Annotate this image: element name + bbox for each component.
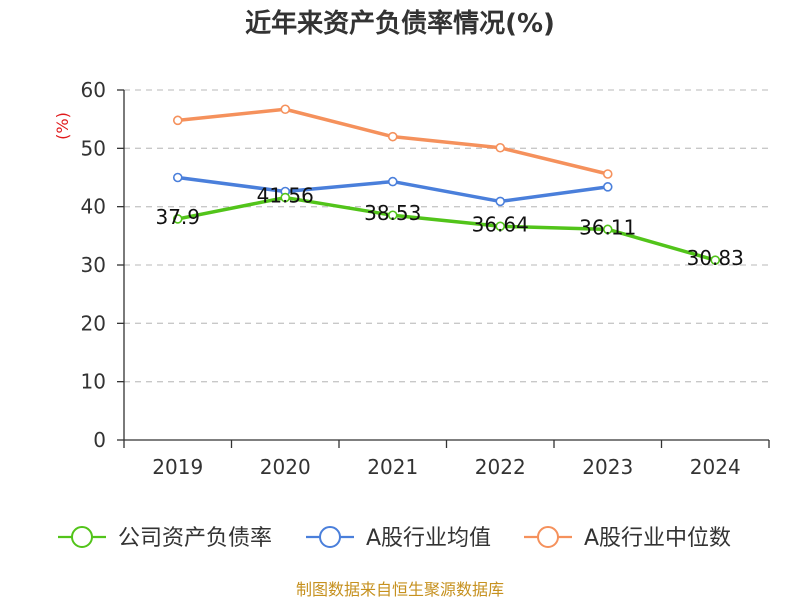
data-label: 38.53 xyxy=(364,201,421,225)
data-point xyxy=(602,224,613,235)
chart-title: 近年来资产负债率情况(%) xyxy=(245,8,555,39)
x-tick-label: 2021 xyxy=(367,455,418,479)
legend-label: A股行业中位数 xyxy=(584,526,731,551)
legend-item-1[interactable]: A股行业均值 xyxy=(306,526,491,551)
y-tick-label: 40 xyxy=(81,195,106,219)
data-label: 41.56 xyxy=(257,184,314,208)
legend-item-0[interactable]: 公司资产负债率 xyxy=(58,526,272,551)
legend-label: A股行业均值 xyxy=(366,526,491,551)
data-point xyxy=(495,142,506,153)
x-tick-label: 2020 xyxy=(260,455,311,479)
legend-marker-icon xyxy=(537,526,559,548)
y-tick-label: 0 xyxy=(93,428,106,452)
y-axis-label: (%) xyxy=(53,112,72,140)
y-tick-label: 30 xyxy=(81,253,106,277)
x-tick-label: 2023 xyxy=(582,455,633,479)
x-tick-label: 2024 xyxy=(690,455,741,479)
y-tick-label: 10 xyxy=(81,370,106,394)
data-label: 30.83 xyxy=(687,246,744,270)
legend-item-2[interactable]: A股行业中位数 xyxy=(524,526,731,551)
legend[interactable]: 公司资产负债率 A股行业均值 A股行业中位数 xyxy=(58,526,731,551)
data-point xyxy=(387,176,398,187)
data-point xyxy=(602,169,613,179)
x-tick-label: 2022 xyxy=(475,455,526,479)
data-label: 36.64 xyxy=(472,212,529,236)
axes: 0 10 20 30 40 50 60 2019 2020 2021 2022 2023 2024 xyxy=(81,78,770,479)
y-tick-label: 60 xyxy=(81,78,106,102)
legend-marker-icon xyxy=(319,526,341,548)
data-point xyxy=(172,214,183,224)
data-point xyxy=(280,104,291,115)
y-tick-label: 50 xyxy=(81,136,106,160)
data-point xyxy=(710,255,721,265)
data-point xyxy=(172,115,183,126)
grid-lines xyxy=(124,89,769,383)
data-point xyxy=(387,131,398,142)
data-label: 37.9 xyxy=(155,205,200,229)
source-note: 制图数据来自恒生聚源数据库 xyxy=(296,580,504,599)
series-line-0 xyxy=(176,195,717,262)
data-point xyxy=(387,210,398,221)
series-line-2 xyxy=(176,107,610,176)
series-lines xyxy=(172,104,721,265)
data-labels: 37.9 41.56 38.53 36.64 36.11 30.83 xyxy=(155,184,743,271)
data-label: 36.11 xyxy=(579,215,636,239)
legend-label: 公司资产负债率 xyxy=(118,526,272,551)
data-point xyxy=(172,172,183,183)
data-point xyxy=(495,221,506,232)
x-tick-label: 2019 xyxy=(152,455,203,479)
y-tick-label: 20 xyxy=(81,311,106,335)
data-point xyxy=(495,196,506,207)
legend-marker-icon xyxy=(71,526,93,548)
data-point xyxy=(602,182,613,192)
data-point xyxy=(280,192,291,203)
